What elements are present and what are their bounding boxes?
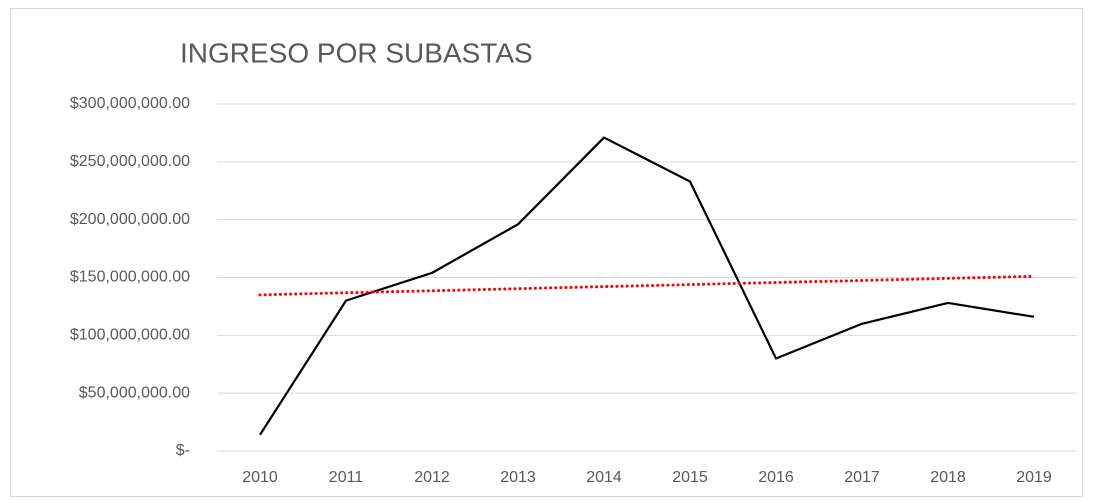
y-tick-label: $50,000,000.00 xyxy=(79,384,190,401)
y-tick-label: $200,000,000.00 xyxy=(70,211,190,228)
x-tick-label: 2010 xyxy=(242,469,278,486)
chart-frame xyxy=(10,8,1083,497)
y-tick-label: $100,000,000.00 xyxy=(70,327,190,344)
y-tick-label: $250,000,000.00 xyxy=(70,153,190,170)
x-tick-label: 2011 xyxy=(329,469,364,486)
x-tick-label: 2016 xyxy=(758,469,794,486)
y-tick-label: $150,000,000.00 xyxy=(70,269,190,286)
x-tick-label: 2019 xyxy=(1016,469,1052,486)
y-tick-label: $- xyxy=(176,442,190,459)
x-tick-label: 2015 xyxy=(672,469,708,486)
trend-line xyxy=(258,274,1036,297)
x-tick-label: 2013 xyxy=(500,469,536,486)
y-tick-label: $300,000,000.00 xyxy=(70,95,190,112)
x-tick-label: 2014 xyxy=(586,469,622,486)
x-tick-label: 2018 xyxy=(930,469,966,486)
x-tick-label: 2017 xyxy=(844,469,880,486)
x-tick-label: 2012 xyxy=(414,469,450,486)
chart-title: INGRESO POR SUBASTAS xyxy=(180,37,533,68)
data-line xyxy=(259,136,1035,436)
